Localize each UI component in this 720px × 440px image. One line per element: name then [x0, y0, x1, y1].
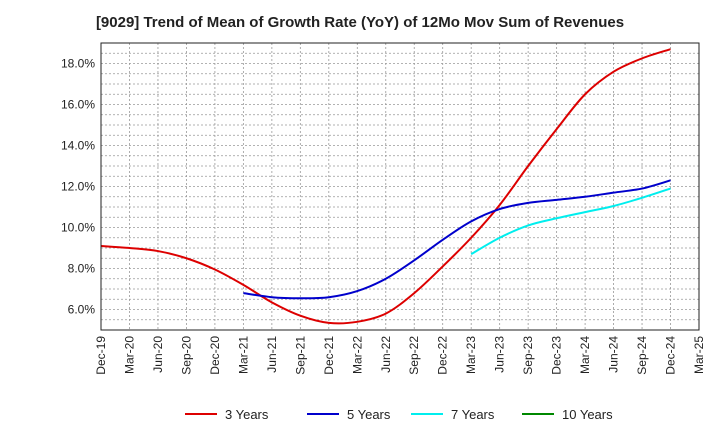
x-tick-label: Sep-22	[407, 336, 421, 375]
series-line-5-years	[243, 179, 671, 300]
x-tick-label: Sep-21	[293, 336, 307, 375]
y-tick-label: 14.0%	[61, 139, 95, 153]
y-axis-ticks: 6.0% 8.0% 10.0% 12.0% 14.0% 16.0% 18.0%	[61, 57, 95, 317]
x-tick-label: Mar-22	[350, 336, 364, 374]
x-tick-label: Jun-23	[493, 336, 507, 373]
legend: 3 Years 5 Years 7 Years 10 Years	[185, 407, 613, 422]
x-tick-label: Mar-24	[578, 336, 592, 374]
x-tick-label: Dec-24	[664, 336, 678, 375]
chart-title: [9029] Trend of Mean of Growth Rate (YoY…	[95, 14, 625, 31]
x-tick-label: Sep-24	[635, 336, 649, 375]
x-tick-label: Sep-20	[179, 336, 193, 375]
gridlines	[100, 43, 700, 330]
x-tick-label: Dec-20	[208, 336, 222, 375]
x-tick-label: Jun-21	[265, 336, 279, 373]
series-line-3-years	[100, 48, 671, 325]
legend-label: 5 Years	[347, 407, 391, 422]
plot-area-frame	[100, 42, 700, 331]
y-tick-label: 12.0%	[61, 180, 95, 194]
y-tick-label: 16.0%	[61, 98, 95, 112]
legend-label: 10 Years	[562, 407, 613, 422]
x-tick-label: Mar-23	[464, 336, 478, 374]
x-axis-ticks: Dec-19 Mar-20 Jun-20 Sep-20 Dec-20 Mar-21 Jun-…	[94, 336, 706, 375]
series-line-7-years	[470, 187, 671, 256]
series-lines	[100, 48, 671, 325]
y-tick-label: 6.0%	[68, 303, 96, 317]
x-tick-label: Dec-21	[322, 336, 336, 375]
x-tick-label: Mar-20	[122, 336, 136, 374]
x-tick-label: Jun-24	[607, 336, 621, 373]
x-tick-label: Dec-19	[94, 336, 108, 375]
x-tick-label: Jun-20	[151, 336, 165, 373]
x-tick-label: Mar-21	[236, 336, 250, 374]
legend-label: 3 Years	[225, 407, 269, 422]
y-tick-label: 8.0%	[68, 262, 96, 276]
x-tick-label: Jun-22	[379, 336, 393, 373]
x-tick-label: Sep-23	[521, 336, 535, 375]
legend-label: 7 Years	[451, 407, 495, 422]
x-tick-label: Dec-23	[550, 336, 564, 375]
y-tick-label: 18.0%	[61, 57, 95, 71]
x-tick-label: Dec-22	[436, 336, 450, 375]
y-tick-label: 10.0%	[61, 221, 95, 235]
x-tick-label: Mar-25	[692, 336, 706, 374]
